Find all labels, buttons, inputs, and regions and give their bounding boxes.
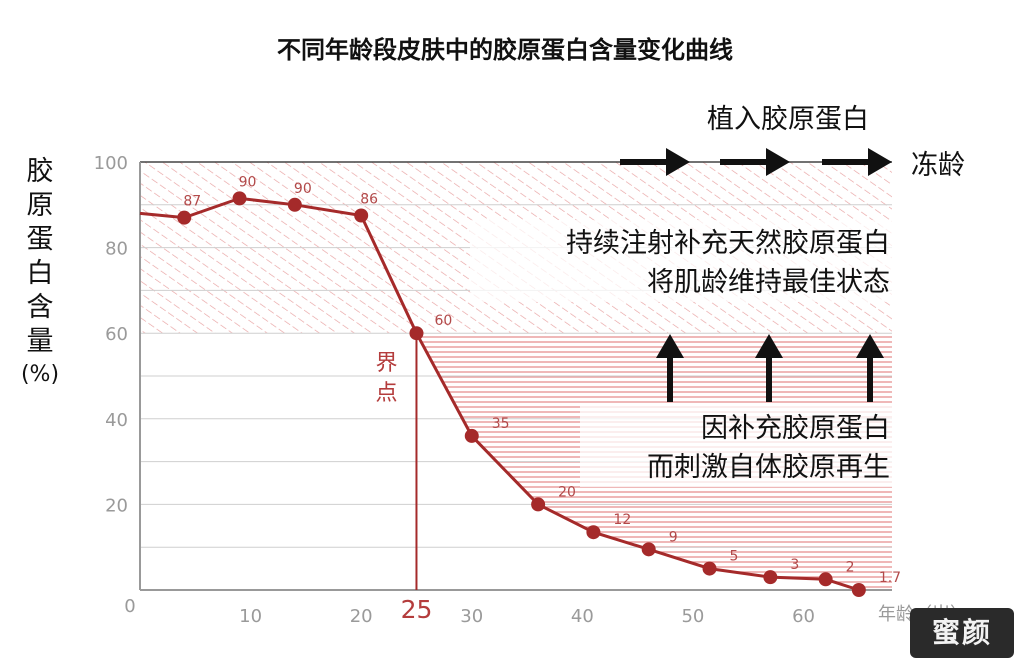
data-label: 60 (434, 313, 452, 329)
data-label: 87 (183, 194, 201, 210)
data-label: 5 (730, 549, 739, 565)
y-axis-label-char: 白 (27, 258, 54, 289)
series-line (139, 196, 860, 592)
annotation-upper-2: 将肌龄维持最佳状态 (647, 267, 890, 298)
x-tick-label: 0 (124, 596, 135, 617)
threshold-value: 25 (401, 595, 433, 624)
up-arrow-head (656, 334, 684, 358)
y-axis-unit: (%) (21, 362, 59, 387)
data-point (763, 570, 778, 585)
watermark-logo: 蜜颜 (910, 608, 1014, 658)
data-label: 86 (360, 192, 378, 208)
y-axis-label-char: 原 (27, 190, 54, 221)
data-label: 20 (558, 484, 576, 500)
right-arrow-head (766, 148, 790, 176)
right-arrow-head (666, 148, 690, 176)
data-label: 90 (294, 181, 312, 197)
y-axis-label-char: 蛋 (27, 224, 54, 255)
chart-title: 不同年龄段皮肤中的胶原蛋白含量变化曲线 (277, 36, 733, 64)
y-axis-label-char: 胶 (27, 156, 54, 187)
y-ticks: 20 40 60 80 100 (94, 153, 128, 516)
up-arrows (656, 334, 884, 402)
data-point (464, 428, 479, 443)
annotation-implant: 植入胶原蛋白 (707, 104, 869, 135)
data-point (531, 497, 546, 512)
data-label: 2 (846, 559, 855, 575)
data-point (641, 542, 656, 557)
y-axis-label: 胶原蛋白含量 (27, 156, 54, 357)
annotation-lower-2: 而刺激自体胶原再生 (647, 452, 890, 483)
data-point (851, 583, 866, 597)
y-tick-label: 80 (105, 239, 128, 260)
data-label: 9 (669, 529, 678, 545)
x-tick-label: 10 (239, 606, 262, 627)
data-label: 90 (239, 174, 257, 190)
data-point (287, 197, 302, 212)
annotation-freeze: 冻龄 (911, 150, 965, 181)
data-point (232, 191, 247, 206)
y-axis-label-char: 含 (27, 292, 54, 323)
x-tick-label: 60 (792, 606, 815, 627)
right-arrows (620, 148, 892, 176)
y-tick-label: 60 (105, 324, 128, 345)
watermark-text: 蜜颜 (931, 616, 992, 649)
threshold-marker: 界点 25 (375, 333, 432, 624)
x-tick-label: 40 (571, 606, 594, 627)
data-label: 12 (613, 512, 631, 528)
up-arrow-head (856, 334, 884, 358)
annotation-lower-1: 因补充胶原蛋白 (701, 413, 890, 444)
threshold-label: 界 (375, 351, 397, 376)
data-label: 1.7 (879, 570, 901, 586)
y-tick-label: 40 (105, 410, 128, 431)
right-arrow-head (868, 148, 892, 176)
data-point (354, 208, 369, 223)
data-point (702, 561, 717, 576)
data-point (586, 525, 601, 540)
x-tick-label: 50 (681, 606, 704, 627)
x-ticks: 0 10 20 30 40 50 60 (124, 596, 815, 627)
data-label: 35 (492, 416, 510, 432)
x-tick-label: 30 (460, 606, 483, 627)
threshold-label: 点 (375, 381, 397, 406)
y-tick-label: 100 (94, 153, 128, 174)
series-collagen: 87 90 90 86 60 35 20 12 9 5 3 2 1.7 (139, 174, 901, 597)
annotation-upper-1: 持续注射补充天然胶原蛋白 (566, 228, 890, 259)
data-point (177, 210, 192, 225)
y-tick-label: 20 (105, 495, 128, 516)
data-point (409, 326, 424, 341)
x-tick-label: 20 (350, 606, 373, 627)
y-axis-label-char: 量 (27, 326, 54, 357)
up-arrow-head (755, 334, 783, 358)
data-label: 3 (790, 557, 799, 573)
data-point (818, 572, 833, 587)
